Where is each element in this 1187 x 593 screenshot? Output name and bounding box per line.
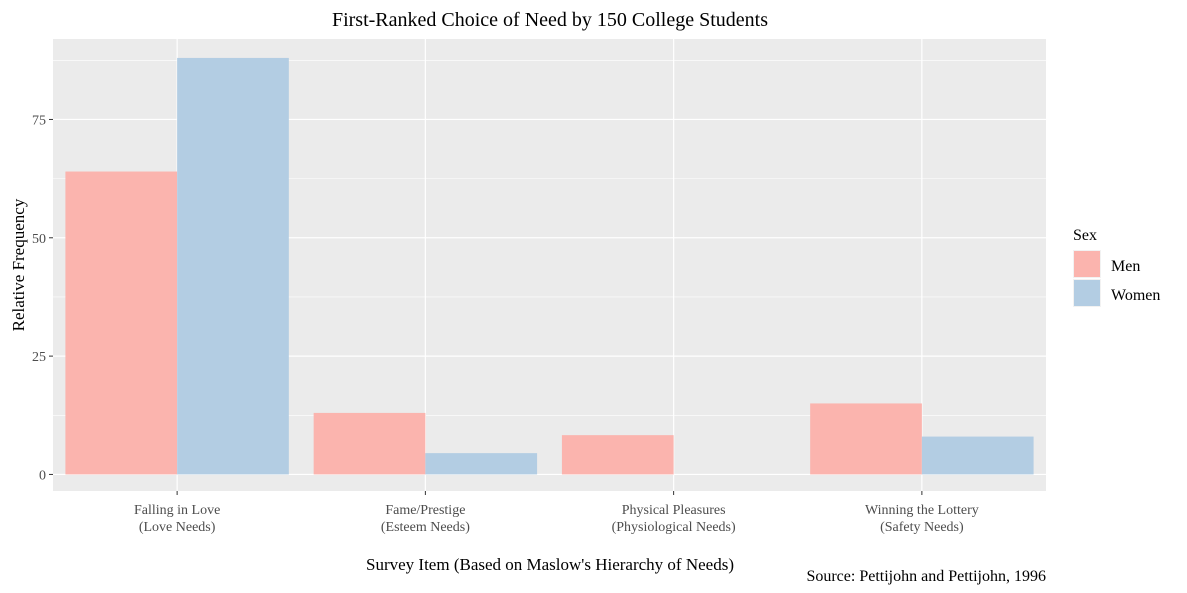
y-axis-title: Relative Frequency <box>9 198 28 331</box>
bar-men-0 <box>65 171 178 475</box>
legend: Sex Men Women <box>1073 227 1160 307</box>
legend-title: Sex <box>1073 227 1097 244</box>
chart-title: First-Ranked Choice of Need by 150 Colle… <box>332 9 768 31</box>
plot-panel <box>53 39 1046 491</box>
x-tick-label: Falling in Love (Love Needs) <box>134 503 220 535</box>
x-tick-label: Winning the Lottery (Safety Needs) <box>865 503 979 535</box>
y-tick-label: 50 <box>32 232 46 247</box>
y-tick-label: 0 <box>39 468 46 483</box>
x-tick-label: Fame/Prestige (Esteem Needs) <box>381 503 470 535</box>
legend-label-women: Women <box>1111 287 1160 304</box>
y-tick-label: 75 <box>32 113 46 128</box>
x-axis-ticks: Falling in Love (Love Needs) Fame/Prestige… <box>134 491 979 535</box>
bar-men-2 <box>561 435 674 475</box>
source-caption: Source: Pettijohn and Pettijohn, 1996 <box>806 568 1046 585</box>
x-tick-label: Physical Pleasures (Physiological Needs) <box>612 503 736 535</box>
bar-women-0 <box>177 57 289 475</box>
bar-women-1 <box>425 453 538 475</box>
y-tick-label: 25 <box>32 350 46 365</box>
x-axis-title: Survey Item (Based on Maslow's Hierarchy… <box>366 555 734 574</box>
bar-men-1 <box>313 412 426 475</box>
legend-swatch-men <box>1074 251 1100 277</box>
legend-swatch-women <box>1074 280 1100 306</box>
bar-women-3 <box>921 436 1034 475</box>
legend-label-men: Men <box>1111 258 1140 275</box>
y-axis-ticks: 0 25 50 75 <box>32 113 53 483</box>
bar-men-3 <box>810 403 922 475</box>
